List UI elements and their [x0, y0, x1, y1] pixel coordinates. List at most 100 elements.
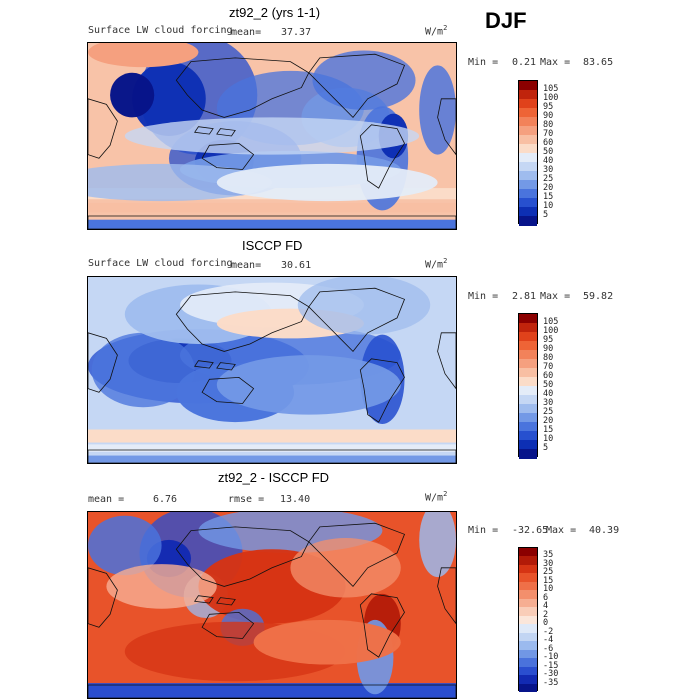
panel-2-title: ISCCP FD: [242, 238, 303, 253]
colorbar-band: [519, 90, 537, 100]
panel-3-max-label: Max =: [546, 525, 577, 536]
panel-1-max-value: 83.65: [583, 57, 614, 68]
colorbar-band: [519, 180, 537, 190]
panel-1-mean-value: 37.37: [281, 27, 312, 38]
panel-3-mean-value: 6.76: [153, 494, 178, 505]
colorbar-band: [519, 658, 537, 668]
colorbar-band: [519, 624, 537, 634]
coastline: [88, 98, 118, 159]
colorbar-band: [519, 581, 537, 591]
coastline: [359, 124, 405, 189]
colorbar-tick-label: 5: [543, 210, 549, 220]
colorbar-band: [519, 632, 537, 642]
colorbar-tick-label: 80: [543, 353, 554, 363]
colorbar-band: [519, 422, 537, 432]
panel-1-min-label: Min =: [468, 57, 499, 68]
panel-1-variable-label: Surface LW cloud forcing: [88, 25, 233, 36]
colorbar-tick-label: 80: [543, 120, 554, 130]
colorbar-tick-label: 0: [543, 618, 549, 629]
colorbar-band: [519, 431, 537, 441]
coastline: [308, 53, 406, 119]
coastline: [194, 126, 214, 135]
colorbar-band: [519, 99, 537, 109]
panel-2-mean-value: 30.61: [281, 260, 312, 271]
colorbar-band: [519, 413, 537, 423]
colorbar-band: [519, 341, 537, 351]
coastline: [359, 593, 405, 658]
colorbar-band: [519, 573, 537, 583]
field-region: [88, 43, 199, 68]
colorbar-band: [519, 359, 537, 369]
colorbar-band: [519, 162, 537, 172]
coastline: [216, 362, 236, 371]
panel-2-min-label: Min =: [468, 291, 499, 302]
panel-2-min-value: 2.81: [512, 291, 537, 302]
panel-2-max-value: 59.82: [583, 291, 614, 302]
colorbar-band: [519, 607, 537, 617]
coastline: [88, 332, 118, 393]
coastline: [88, 215, 456, 229]
coastline: [88, 684, 456, 698]
colorbar-band: [519, 404, 537, 414]
zonal-band: [88, 444, 456, 452]
colorbar-band: [519, 556, 537, 566]
colorbar-band: [519, 135, 537, 145]
panel-3-title: zt92_2 - ISCCP FD: [218, 470, 330, 485]
season-label: DJF: [485, 8, 527, 33]
colorbar-tick-label: 100: [543, 326, 559, 336]
field-region: [110, 72, 155, 118]
colorbar-band: [519, 126, 537, 136]
field-region: [132, 61, 206, 136]
colorbar-tick-label: 95: [543, 335, 554, 345]
zonal-band: [88, 219, 456, 229]
colorbar-tick-label: 40: [543, 389, 554, 399]
colorbar-band: [519, 368, 537, 378]
colorbar-band: [519, 198, 537, 208]
panel-2-map: [87, 276, 457, 464]
colorbar-tick-label: 6: [543, 592, 549, 603]
coastline: [216, 597, 236, 606]
panel-3-colorbar: [518, 547, 538, 693]
coastline: [88, 449, 456, 463]
coastline: [308, 522, 406, 588]
panel-3-min-label: Min =: [468, 525, 499, 536]
colorbar-tick-label: 10: [543, 201, 554, 211]
colorbar-band: [519, 108, 537, 118]
panel-2-colorbar: [518, 313, 538, 459]
colorbar-band: [519, 440, 537, 450]
zonal-band: [88, 202, 456, 213]
colorbar-tick-label: 25: [543, 567, 554, 578]
map-field: [88, 277, 456, 463]
panel-3-rmse-value: 13.40: [280, 494, 311, 505]
colorbar-tick-label: 5: [543, 443, 549, 453]
map-field: [88, 43, 456, 229]
field-region: [297, 277, 431, 335]
colorbar-band: [519, 377, 537, 387]
colorbar-band: [519, 216, 537, 226]
panel-3-map: [87, 511, 457, 699]
colorbar-band: [519, 350, 537, 360]
colorbar-tick-label: 100: [543, 93, 559, 103]
coastline: [216, 128, 236, 137]
panel-2-variable-label: Surface LW cloud forcing: [88, 258, 233, 269]
panel-1-min-value: 0.21: [512, 57, 537, 68]
colorbar-band: [519, 171, 537, 181]
zonal-band: [88, 455, 456, 463]
colorbar-band: [519, 144, 537, 154]
colorbar-tick-label: -4: [543, 635, 554, 646]
zonal-band: [88, 429, 456, 443]
coastline: [308, 287, 406, 353]
colorbar-tick-label: -6: [543, 643, 554, 654]
colorbar-tick-label: 2: [543, 609, 549, 620]
colorbar-tick-label: 20: [543, 183, 554, 193]
colorbar-tick-label: 25: [543, 174, 554, 184]
colorbar-band: [519, 548, 537, 557]
coastline: [175, 57, 310, 118]
panel-2-mean-label: mean=: [231, 260, 262, 271]
panel-3-units: W/m2: [425, 490, 448, 504]
colorbar-band: [519, 81, 537, 91]
field-region: [216, 163, 438, 202]
field-region: [91, 332, 195, 408]
panel-2-max-label: Max =: [540, 291, 571, 302]
colorbar-tick-label: 35: [543, 550, 554, 561]
